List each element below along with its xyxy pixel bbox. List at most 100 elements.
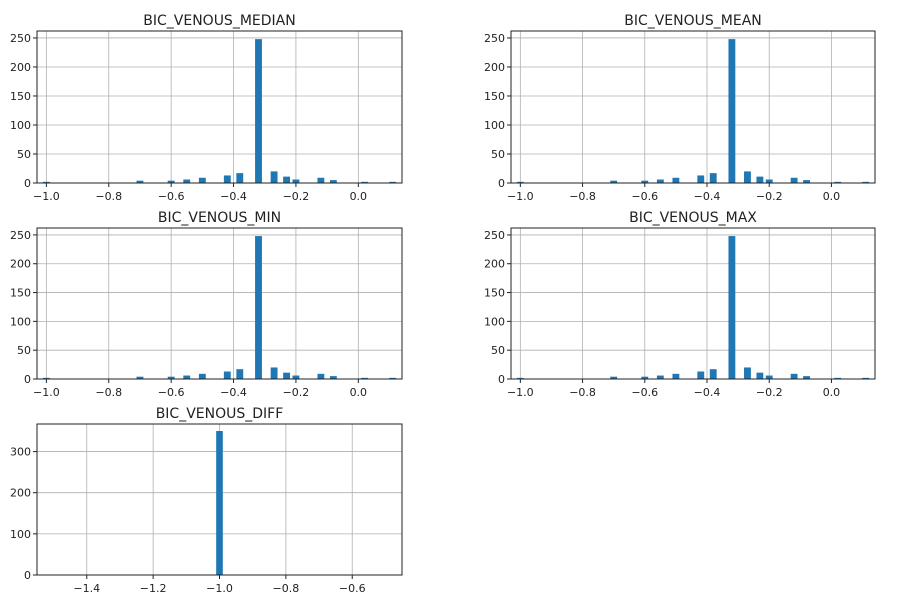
chart-title: BIC_VENOUS_MIN [158, 210, 281, 226]
histogram-bar [672, 177, 680, 183]
y-tick-label: 200 [10, 61, 31, 74]
histogram-bar [42, 181, 50, 183]
x-tick-label: 0.0 [823, 190, 841, 203]
histogram-bar [709, 369, 717, 379]
histogram-bar [198, 177, 206, 183]
x-tick-label: −0.4 [220, 386, 247, 399]
histogram-bar [765, 375, 773, 379]
x-tick-label: −0.6 [631, 386, 658, 399]
histogram-bar [744, 171, 751, 183]
y-tick-label: 100 [10, 315, 31, 328]
y-tick-label: 300 [10, 446, 31, 459]
x-tick-label: −0.6 [158, 190, 185, 203]
histogram-bar [136, 180, 144, 183]
histogram-bar [183, 375, 191, 379]
histogram-panel: BIC_VENOUS_MEAN −1.0 −0.8 −0.6 −0.4 −0.2 0.0 0 5… [484, 13, 876, 203]
x-tick-label: 0.0 [350, 386, 368, 399]
histogram-bar [167, 180, 175, 183]
histogram-bar [223, 175, 231, 183]
histogram-bar [610, 376, 618, 379]
y-tick-label: 100 [10, 119, 31, 132]
histogram-bar [656, 179, 664, 183]
histogram-bar [292, 375, 300, 379]
y-tick-label: 100 [484, 315, 505, 328]
x-tick-label: −0.4 [694, 386, 721, 399]
y-tick-label: 250 [10, 229, 31, 242]
plot-frame [510, 30, 876, 184]
histogram-bar [744, 367, 751, 379]
histogram-bar [389, 181, 397, 183]
histogram-bar [329, 180, 337, 183]
y-tick-label: 150 [484, 287, 505, 300]
x-tick-label: 0.0 [823, 386, 841, 399]
y-tick-label: 0 [498, 177, 505, 190]
histogram-bar [223, 371, 231, 379]
histogram-bar [765, 179, 773, 183]
histogram-bar [834, 377, 842, 379]
plot-frame [510, 227, 876, 380]
histogram-bar [236, 173, 244, 183]
histogram-panel: BIC_VENOUS_MEDIAN −1.0 −0.8 −0.6 −0.4 −0.2 0.0… [10, 13, 403, 203]
histogram-bar [641, 180, 649, 183]
histogram-bar [803, 180, 810, 183]
x-tick-label: 0.0 [350, 190, 368, 203]
y-tick-label: 0 [24, 373, 31, 386]
histogram-bar [862, 181, 870, 183]
y-tick-label: 50 [17, 344, 31, 357]
histogram-panel: BIC_VENOUS_MAX −1.0 −0.8 −0.6 −0.4 −0.2 0.0 0 50… [484, 210, 876, 399]
histogram-bar [728, 236, 736, 379]
y-tick-label: 0 [24, 569, 31, 582]
histogram-bar [672, 373, 680, 379]
histogram-bar [216, 430, 223, 575]
histogram-bar [610, 180, 618, 183]
y-tick-label: 150 [484, 90, 505, 103]
x-tick-label: −1.0 [33, 190, 60, 203]
histogram-bar [389, 377, 397, 379]
histogram-bar [862, 377, 870, 379]
histogram-bar [516, 181, 524, 183]
x-tick-label: −0.2 [283, 386, 310, 399]
x-tick-label: −0.8 [569, 190, 596, 203]
x-tick-label: −1.4 [73, 582, 100, 595]
histogram-bar [236, 369, 244, 379]
histogram-bar [756, 176, 764, 183]
histogram-bar [317, 177, 325, 183]
x-tick-label: −1.0 [507, 190, 534, 203]
x-tick-label: −0.8 [569, 386, 596, 399]
x-tick-label: −1.0 [206, 582, 233, 595]
x-tick-label: −0.6 [631, 190, 658, 203]
y-tick-label: 250 [484, 229, 505, 242]
histogram-bar [790, 177, 798, 183]
y-tick-label: 250 [484, 32, 505, 45]
plot-frame [36, 227, 403, 380]
histogram-bar [516, 377, 524, 379]
histogram-bar [697, 371, 705, 379]
histogram-bar [697, 175, 705, 183]
histogram-bar [361, 181, 368, 183]
x-tick-label: −0.2 [756, 386, 783, 399]
y-tick-label: 200 [484, 61, 505, 74]
x-tick-label: −0.6 [158, 386, 185, 399]
histogram-bar [283, 372, 291, 379]
histogram-bar [641, 376, 649, 379]
y-tick-label: 50 [491, 344, 505, 357]
y-tick-label: 0 [24, 177, 31, 190]
x-tick-label: −0.2 [756, 190, 783, 203]
histogram-bar [270, 367, 278, 379]
histogram-bar [361, 377, 368, 379]
y-tick-label: 150 [10, 287, 31, 300]
y-tick-label: 200 [10, 258, 31, 271]
x-tick-label: −1.0 [507, 386, 534, 399]
y-tick-label: 200 [484, 258, 505, 271]
histogram-bar [292, 179, 300, 183]
y-tick-label: 100 [10, 528, 31, 541]
histogram-bar [255, 39, 262, 184]
histogram-bar [329, 376, 337, 379]
y-tick-label: 50 [491, 148, 505, 161]
y-tick-label: 200 [10, 487, 31, 500]
histogram-bar [270, 171, 278, 183]
x-tick-label: −0.4 [220, 190, 247, 203]
y-tick-label: 100 [484, 119, 505, 132]
histogram-bar [317, 373, 325, 379]
chart-title: BIC_VENOUS_MEAN [624, 13, 762, 29]
